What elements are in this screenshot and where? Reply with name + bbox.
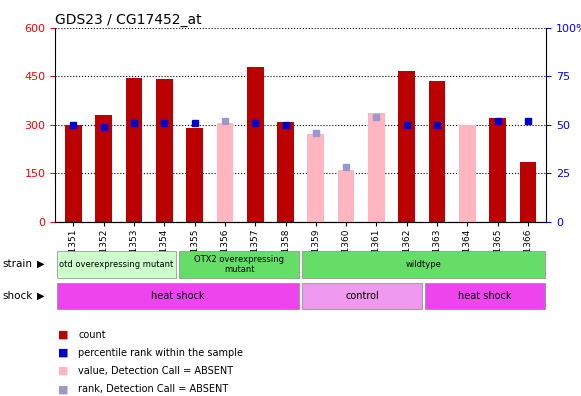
Text: strain: strain [3, 259, 33, 269]
Text: heat shock: heat shock [458, 291, 511, 301]
Bar [277, 122, 294, 222]
Text: GDS23 / CG17452_at: GDS23 / CG17452_at [55, 13, 202, 27]
Bar [217, 123, 233, 222]
Bar [399, 71, 415, 222]
Text: count: count [78, 329, 106, 340]
Text: ■: ■ [58, 366, 69, 376]
Text: ■: ■ [58, 329, 69, 340]
Text: value, Detection Call = ABSENT: value, Detection Call = ABSENT [78, 366, 234, 376]
Bar [307, 134, 324, 222]
Bar [368, 113, 385, 222]
Text: ▶: ▶ [37, 291, 44, 301]
Text: OTX2 overexpressing
mutant: OTX2 overexpressing mutant [194, 255, 284, 274]
Bar [429, 81, 446, 222]
Text: percentile rank within the sample: percentile rank within the sample [78, 348, 243, 358]
Bar [338, 170, 354, 222]
FancyBboxPatch shape [425, 283, 544, 309]
Bar [247, 67, 264, 222]
Text: ■: ■ [58, 348, 69, 358]
Bar [156, 80, 173, 222]
Bar [65, 125, 82, 222]
FancyBboxPatch shape [302, 251, 544, 278]
FancyBboxPatch shape [180, 251, 299, 278]
Bar [459, 125, 476, 222]
Text: heat shock: heat shock [151, 291, 205, 301]
FancyBboxPatch shape [302, 283, 422, 309]
Bar [489, 118, 506, 222]
Text: ■: ■ [58, 384, 69, 394]
Text: rank, Detection Call = ABSENT: rank, Detection Call = ABSENT [78, 384, 229, 394]
FancyBboxPatch shape [57, 251, 177, 278]
Text: otd overexpressing mutant: otd overexpressing mutant [59, 260, 174, 269]
Text: ▶: ▶ [37, 259, 44, 269]
Bar [125, 78, 142, 222]
Bar [187, 128, 203, 222]
Text: wildtype: wildtype [406, 260, 442, 269]
Bar [519, 162, 536, 222]
Bar [95, 115, 112, 222]
Text: shock: shock [3, 291, 33, 301]
Text: control: control [345, 291, 379, 301]
FancyBboxPatch shape [57, 283, 299, 309]
